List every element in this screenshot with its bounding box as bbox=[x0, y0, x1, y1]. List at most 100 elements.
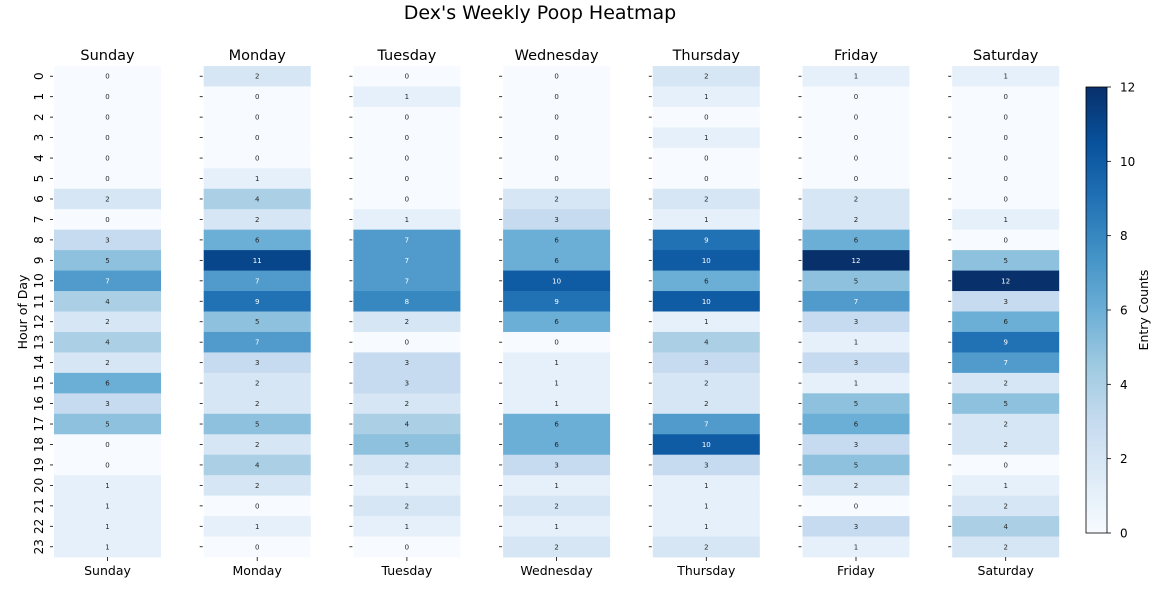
heatmap-cell bbox=[353, 495, 461, 517]
heatmap-cell bbox=[952, 311, 1060, 333]
heatmap-cell bbox=[802, 147, 910, 169]
heatmap-cell bbox=[353, 86, 461, 108]
heatmap-cell bbox=[952, 454, 1060, 476]
hour-tick-label: 10 bbox=[32, 273, 46, 288]
heatmap-cell bbox=[353, 270, 461, 292]
x-tick-label: Thursday bbox=[676, 563, 736, 578]
heatmap-cell bbox=[503, 454, 611, 476]
day-panel-thursday: Thursday210100219106101432271031112Thurs… bbox=[648, 48, 760, 578]
cell-value-label: 3 bbox=[704, 461, 708, 469]
day-panel-monday: Monday 2 0 0 0 0 1 4 2 6 11 7 9 5 7 3 2 2 5 2 4 2 0 1 0 Monday bbox=[199, 48, 311, 578]
hour-tick-label: 3 bbox=[32, 134, 46, 142]
cell-value-label: 2 bbox=[105, 359, 109, 367]
hour-tick-label: 9 bbox=[32, 257, 46, 265]
cell-value-label: 2 bbox=[405, 461, 409, 469]
heatmap-cell bbox=[54, 147, 161, 169]
heatmap-cell bbox=[952, 250, 1060, 271]
heatmap-cell bbox=[503, 106, 611, 128]
cell-value-label: 0 bbox=[255, 155, 259, 163]
heatmap-cell bbox=[203, 311, 311, 333]
heatmap-cell bbox=[802, 352, 910, 374]
cell-value-label: 1 bbox=[255, 523, 259, 531]
cell-value-label: 4 bbox=[704, 339, 709, 347]
cell-value-label: 5 bbox=[854, 277, 858, 285]
heatmap-cell bbox=[952, 331, 1060, 353]
cell-value-label: 1 bbox=[105, 543, 109, 551]
heatmap-cell bbox=[802, 188, 910, 210]
cell-value-label: 7 bbox=[255, 277, 259, 285]
cell-value-label: 6 bbox=[854, 421, 859, 429]
hour-tick-label: 5 bbox=[32, 175, 46, 183]
cell-value-label: 5 bbox=[105, 421, 109, 429]
hour-tick-label: 18 bbox=[32, 437, 46, 452]
heatmap-cell bbox=[353, 475, 461, 497]
heatmap-cell bbox=[952, 270, 1060, 292]
heatmap-cell bbox=[203, 127, 311, 149]
heatmap-cell bbox=[503, 127, 611, 149]
cell-value-label: 4 bbox=[1003, 523, 1008, 531]
cell-value-label: 4 bbox=[405, 421, 410, 429]
cell-value-label: 5 bbox=[105, 257, 109, 265]
heatmap-cell bbox=[652, 434, 760, 456]
cell-value-label: 2 bbox=[1003, 441, 1007, 449]
heatmap-cell bbox=[652, 250, 760, 271]
cell-value-label: 2 bbox=[704, 195, 708, 203]
heatmap-cell bbox=[203, 454, 311, 476]
cell-value-label: 9 bbox=[554, 298, 558, 306]
heatmap-cell bbox=[652, 209, 760, 231]
day-panel-wednesday: Wednesday 0 0 0 0 0 0 2 3 6 6 10 9 6 0 1 1 1 6 6 3 1 2 1 2 Wednes… bbox=[499, 48, 611, 578]
heatmap-cell bbox=[353, 434, 461, 456]
heatmap-cell bbox=[353, 413, 461, 435]
panel-title: Monday bbox=[229, 48, 287, 64]
cell-value-label: 0 bbox=[105, 114, 109, 122]
cell-value-label: 3 bbox=[405, 359, 409, 367]
hour-tick-label: 4 bbox=[32, 154, 46, 162]
heatmap-cell bbox=[503, 352, 611, 374]
cell-value-label: 2 bbox=[255, 73, 259, 81]
heatmap-cell bbox=[54, 86, 161, 108]
heatmap-cell bbox=[503, 250, 611, 271]
cell-value-label: 2 bbox=[255, 482, 259, 490]
heatmap-cell bbox=[802, 536, 910, 558]
heatmap-cell bbox=[802, 270, 910, 292]
colorbar-tick-label: 0 bbox=[1120, 527, 1128, 541]
heatmap-cell bbox=[54, 393, 161, 415]
heatmap-cell bbox=[203, 66, 311, 87]
cell-value-label: 0 bbox=[1003, 134, 1007, 142]
heatmap-cell bbox=[952, 188, 1060, 210]
cell-value-label: 10 bbox=[702, 298, 711, 306]
heatmap-cell bbox=[652, 393, 760, 415]
cell-value-label: 0 bbox=[1003, 155, 1007, 163]
hour-tick-label: 20 bbox=[32, 478, 46, 493]
heatmap-cell bbox=[353, 393, 461, 415]
heatmap-cell bbox=[802, 311, 910, 333]
cell-value-label: 2 bbox=[255, 400, 259, 408]
cell-value-label: 6 bbox=[554, 318, 559, 326]
cell-value-label: 1 bbox=[704, 93, 708, 101]
heatmap-cell bbox=[802, 250, 910, 271]
heatmap-cell bbox=[203, 372, 311, 394]
cell-value-label: 5 bbox=[854, 400, 858, 408]
cell-value-label: 0 bbox=[105, 93, 109, 101]
heatmap-cell bbox=[652, 188, 760, 210]
cell-value-label: 7 bbox=[854, 298, 858, 306]
hour-tick-label: 21 bbox=[32, 498, 46, 513]
cell-value-label: 1 bbox=[704, 523, 708, 531]
heatmap-cell bbox=[652, 331, 760, 353]
cell-value-label: 0 bbox=[1003, 236, 1007, 244]
colorbar-tick-label: 4 bbox=[1120, 378, 1128, 392]
colorbar-gradient bbox=[1085, 86, 1108, 534]
heatmap-cell bbox=[802, 168, 910, 190]
cell-value-label: 10 bbox=[702, 257, 711, 265]
cell-value-label: 1 bbox=[105, 523, 109, 531]
heatmap-cell bbox=[503, 209, 611, 231]
cell-value-label: 7 bbox=[405, 257, 409, 265]
cell-value-label: 7 bbox=[1003, 359, 1007, 367]
colorbar-ticks: 0 2 4 6 8 10 12 bbox=[1107, 81, 1135, 541]
heatmap-cell bbox=[952, 209, 1060, 231]
heatmap-cell bbox=[952, 413, 1060, 435]
cell-value-label: 6 bbox=[554, 236, 559, 244]
heatmap-cell bbox=[952, 475, 1060, 497]
heatmap-cell bbox=[652, 147, 760, 169]
heatmap-cell bbox=[652, 311, 760, 333]
